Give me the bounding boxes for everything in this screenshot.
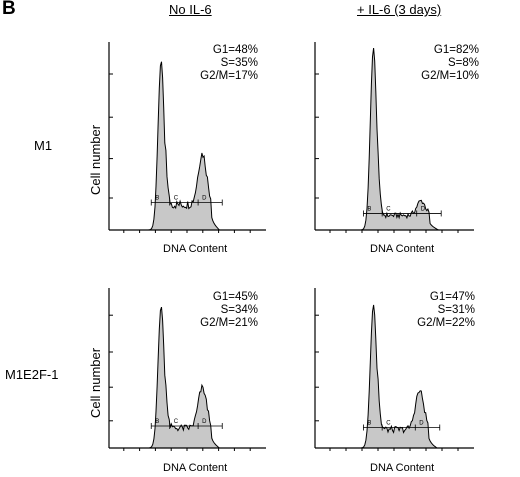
gate-label: B xyxy=(155,196,159,202)
stat-g1: G1=45% xyxy=(212,291,258,303)
histogram-m1-plus-il6: B C D xyxy=(314,42,474,233)
histogram-area xyxy=(326,48,470,231)
stats-p3: G1=45% S=34% G2/M=21% xyxy=(200,291,258,330)
histogram-area xyxy=(326,304,470,449)
ylabel-row1: Cell number xyxy=(88,124,103,195)
stat-s: S=31% xyxy=(437,304,475,316)
xlabel-p4: DNA Content xyxy=(370,462,435,474)
stat-s: S=35% xyxy=(220,57,258,69)
gate-label: C xyxy=(174,196,179,202)
gate-label: C xyxy=(174,419,179,425)
xlabel-p1: DNA Content xyxy=(163,243,228,255)
stat-s: S=34% xyxy=(220,304,258,316)
gate-label: D xyxy=(421,206,426,212)
gate-label: B xyxy=(367,206,371,212)
gate-label: B xyxy=(367,421,371,427)
row-label-m1: M1 xyxy=(34,138,53,153)
col-header-plus-il6: + IL-6 (3 days) xyxy=(357,2,442,17)
col-header-no-il6: No IL-6 xyxy=(169,2,212,17)
gate-label: D xyxy=(419,421,424,427)
stat-g2m: G2/M=21% xyxy=(200,317,258,329)
gate-label: B xyxy=(155,419,159,425)
xlabel-p3: DNA Content xyxy=(163,462,228,474)
stat-g2m: G2/M=22% xyxy=(417,317,475,329)
stat-g1: G1=47% xyxy=(429,291,475,303)
stat-g1: G1=82% xyxy=(433,44,479,56)
gate-label: C xyxy=(386,421,391,427)
histogram-m1-no-il6: B C D xyxy=(108,42,266,233)
stat-s: S=8% xyxy=(447,57,479,69)
histogram-area xyxy=(120,306,262,449)
stats-p1: G1=48% S=35% G2/M=17% xyxy=(200,44,258,83)
stats-p2: G1=82% S=8% G2/M=10% xyxy=(421,44,479,83)
stats-p4: G1=47% S=31% G2/M=22% xyxy=(417,291,475,330)
histogram-area xyxy=(120,61,262,231)
stat-g2m: G2/M=10% xyxy=(421,70,479,82)
ylabel-row2: Cell number xyxy=(88,347,103,418)
gate-label: D xyxy=(202,419,207,425)
panel-letter: B xyxy=(2,0,16,19)
xlabel-p2: DNA Content xyxy=(370,243,435,255)
gate-label: C xyxy=(386,206,391,212)
stat-g1: G1=48% xyxy=(212,44,258,56)
row-label-m1e2f1: M1E2F-1 xyxy=(5,367,59,382)
histogram-m1e2f1-plus-il6: B C D xyxy=(314,288,474,451)
histogram-m1e2f1-no-il6: B C D xyxy=(108,288,266,451)
gate-label: D xyxy=(202,196,207,202)
stat-g2m: G2/M=17% xyxy=(200,70,258,82)
